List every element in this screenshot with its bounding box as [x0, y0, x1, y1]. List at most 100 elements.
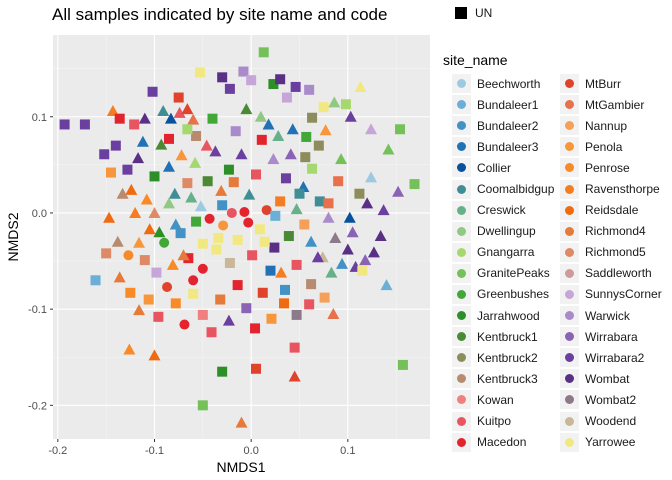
data-point-square	[217, 72, 228, 83]
data-point-triangle	[181, 103, 194, 115]
data-point-triangle	[189, 156, 202, 168]
legend-dot	[565, 437, 574, 447]
legend-key	[452, 179, 471, 199]
data-point-square	[354, 188, 365, 199]
data-point-triangle	[116, 187, 129, 199]
legend-key	[560, 95, 579, 115]
data-point-square	[238, 66, 249, 77]
data-point-square	[397, 359, 408, 370]
legend-label: Wombat	[585, 371, 630, 386]
legend-dot	[565, 332, 574, 342]
data-point-square	[114, 113, 125, 124]
data-point-triangle	[187, 113, 200, 125]
legend-key	[560, 200, 579, 220]
legend-label: Dwellingup	[477, 224, 536, 239]
x-tick-label: 0.0	[244, 445, 259, 457]
legend-item: Creswick	[452, 200, 554, 221]
data-point-triangle	[288, 370, 301, 382]
legend-dot	[565, 205, 574, 215]
data-point-square	[246, 75, 257, 86]
legend-label: Warwick	[585, 308, 630, 323]
data-point-square	[251, 169, 261, 180]
data-point-triangle	[311, 251, 324, 263]
data-point-square	[188, 288, 199, 299]
data-point-triangle	[335, 153, 348, 165]
y-tick-label: 0.1	[32, 112, 47, 124]
data-point-square	[90, 275, 101, 286]
data-point-square	[258, 47, 269, 58]
legend-label: Nannup	[585, 118, 628, 133]
legend-key	[560, 221, 579, 241]
data-point-circle	[123, 250, 134, 261]
data-point-square	[313, 140, 324, 151]
legend-item: Jarrahwood	[452, 305, 554, 326]
legend-key	[560, 348, 579, 368]
data-point-triangle	[132, 152, 145, 164]
data-point-square	[319, 292, 330, 303]
data-point-triangle	[185, 191, 198, 203]
legend-key	[452, 284, 471, 304]
legend-label: Woodend	[585, 414, 637, 429]
legend-item: Richmond5	[560, 242, 662, 263]
legend-dot	[457, 163, 466, 173]
legend-key	[560, 263, 579, 283]
data-point-triangle	[123, 343, 136, 355]
data-point-triangle	[157, 104, 170, 116]
data-point-triangle	[136, 135, 149, 147]
data-point-triangle	[129, 206, 142, 218]
legend-item: Dwellingup	[452, 221, 554, 242]
legend-item: GranitePeaks	[452, 263, 554, 284]
legend-dot	[457, 268, 466, 278]
data-point-square	[197, 400, 208, 411]
legend-item: Nannup	[560, 115, 662, 136]
legend-label: Wombat2	[585, 392, 637, 407]
legend-label: Wirrabara2	[585, 350, 645, 365]
legend-key	[560, 137, 579, 157]
data-point-triangle	[392, 185, 405, 197]
data-point-square	[280, 173, 291, 184]
legend-key	[560, 179, 579, 199]
legend-dot	[457, 353, 466, 363]
data-point-square	[153, 311, 164, 322]
data-point-triangle	[125, 183, 138, 195]
data-point-square	[101, 248, 112, 259]
data-point-triangle	[169, 218, 182, 230]
legend-dot	[565, 268, 574, 278]
data-point-triangle	[111, 235, 124, 247]
legend-dot	[565, 247, 574, 257]
data-point-square	[151, 267, 162, 278]
legend-label: Bundaleer2	[477, 118, 539, 133]
legend-dot	[457, 184, 466, 194]
legend-key	[560, 327, 579, 347]
data-point-triangle	[113, 271, 126, 283]
data-point-triangle	[286, 123, 299, 135]
legend-label: Kowan	[477, 392, 514, 407]
data-point-square	[283, 231, 294, 242]
data-point-square	[270, 210, 281, 221]
data-point-square	[106, 167, 116, 178]
data-point-triangle	[254, 110, 267, 122]
legend-item: MtGambier	[560, 94, 662, 115]
data-point-square	[164, 133, 174, 144]
legend-key	[452, 242, 471, 262]
data-point-square	[197, 238, 208, 249]
legend-dot	[565, 353, 574, 363]
legend-item: Richmond4	[560, 221, 662, 242]
data-point-square	[194, 67, 205, 78]
data-point-triangle	[361, 197, 374, 209]
y-axis-title: NMDS2	[5, 212, 21, 261]
data-point-square	[122, 164, 133, 175]
data-point-triangle	[367, 246, 380, 258]
legend-dot	[457, 247, 466, 257]
data-point-square	[125, 287, 136, 298]
data-point-circle	[239, 206, 250, 217]
data-point-triangle	[235, 416, 248, 428]
legend-label: Creswick	[477, 203, 526, 218]
data-point-square	[291, 259, 302, 270]
x-tick-label: 0.1	[340, 445, 355, 457]
legend-item: Wombat	[560, 368, 662, 389]
legend-dot	[565, 121, 574, 131]
data-point-square	[211, 244, 222, 255]
data-point-square	[99, 149, 110, 160]
data-point-triangle	[343, 211, 356, 223]
